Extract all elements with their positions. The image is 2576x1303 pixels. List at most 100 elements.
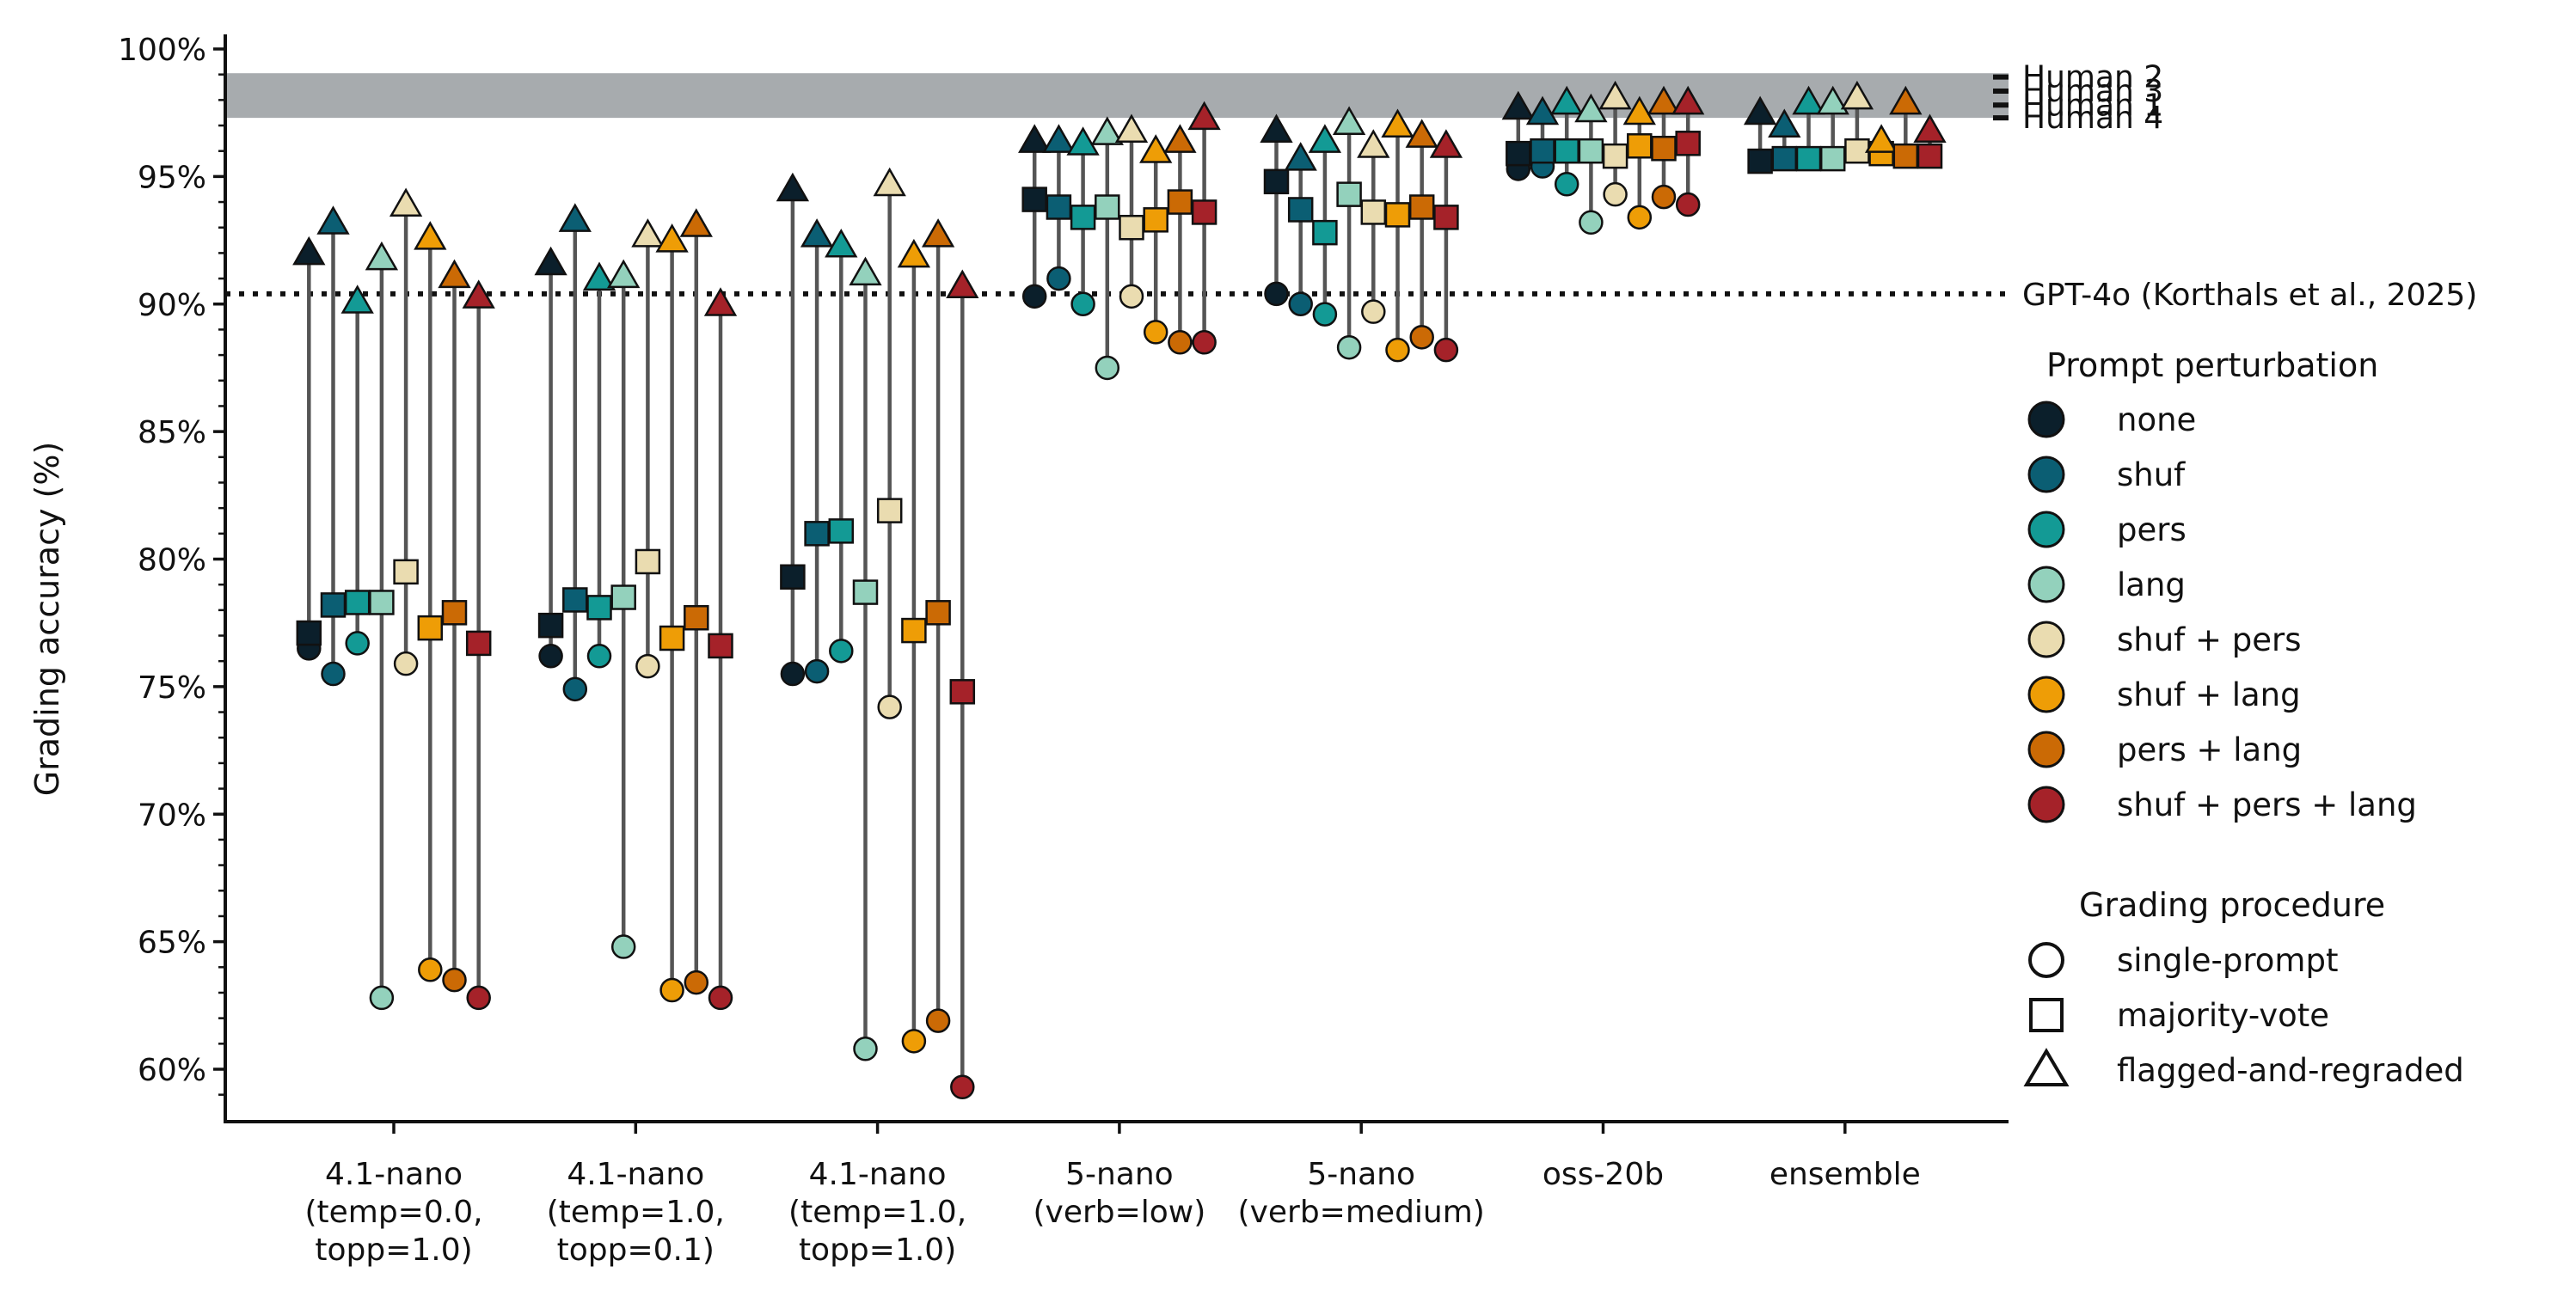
flagged-and-regraded-point xyxy=(365,241,399,271)
legend-label: shuf + pers xyxy=(2117,621,2301,658)
majority-vote-point xyxy=(1506,140,1531,167)
legend-swatch xyxy=(2027,456,2065,493)
single-prompt-point xyxy=(1675,192,1701,217)
flagged-and-regraded-point xyxy=(438,259,471,289)
majority-vote-point xyxy=(1747,148,1773,174)
flagged-and-regraded-point xyxy=(921,218,955,248)
flagged-and-regraded-point xyxy=(316,205,350,235)
y-tick-label: 90% xyxy=(138,288,206,323)
majority-vote-point xyxy=(659,625,685,652)
single-prompt-point xyxy=(853,1037,878,1061)
majority-vote-point xyxy=(586,595,612,621)
majority-vote-point xyxy=(562,587,588,613)
y-tick-label: 85% xyxy=(138,415,206,450)
stem-layer xyxy=(307,97,1932,1087)
single-prompt-point xyxy=(1385,337,1410,363)
flagged-and-regraded-point xyxy=(1090,116,1124,145)
legend-label: shuf + pers + lang xyxy=(2117,786,2417,823)
flagged-and-regraded-point xyxy=(873,167,906,197)
flagged-and-regraded-point xyxy=(1357,129,1390,158)
single-prompt-point xyxy=(418,957,443,982)
single-prompt-point xyxy=(1119,284,1144,309)
legend-square-marker xyxy=(2029,998,2064,1032)
legend-triangle-marker xyxy=(2023,1048,2070,1086)
majority-vote-point xyxy=(441,600,468,626)
single-prompt-point xyxy=(1070,291,1095,316)
single-prompt-point xyxy=(829,639,854,664)
legend-swatch xyxy=(2027,566,2065,603)
single-prompt-point xyxy=(804,658,830,684)
legend-swatch xyxy=(2027,401,2065,438)
legend-label: flagged-and-regraded xyxy=(2117,1052,2464,1089)
flagged-and-regraded-point xyxy=(1501,90,1535,120)
legend-swatch xyxy=(2027,676,2065,713)
legend-procedure-title: Grading procedure xyxy=(2079,886,2385,924)
single-prompt-point xyxy=(1627,205,1653,230)
flagged-and-regraded-point xyxy=(414,221,447,250)
flagged-and-regraded-point xyxy=(946,269,979,298)
x-tick-label: ensemble xyxy=(1769,1157,1921,1192)
single-prompt-point xyxy=(1312,302,1338,327)
majority-vote-point xyxy=(1287,197,1314,223)
single-prompt-point xyxy=(369,985,395,1011)
majority-vote-point xyxy=(780,564,806,590)
x-tick-label: (temp=0.0, xyxy=(304,1195,482,1230)
single-prompt-point xyxy=(877,694,902,719)
majority-vote-point xyxy=(804,521,830,547)
legend-label: lang xyxy=(2117,566,2186,603)
single-prompt-point xyxy=(1264,281,1289,307)
majority-vote-point xyxy=(1578,138,1604,164)
flagged-and-regraded-point xyxy=(534,246,567,276)
human-label: Human 2 xyxy=(2022,60,2163,95)
legend-swatch xyxy=(2027,786,2065,823)
single-prompt-point xyxy=(1095,355,1120,381)
single-prompt-point xyxy=(1361,299,1386,324)
flagged-and-regraded-point xyxy=(1622,95,1656,125)
majority-vote-point xyxy=(1046,194,1072,220)
majority-vote-point xyxy=(610,584,636,610)
single-prompt-point xyxy=(466,985,491,1011)
legend-swatch xyxy=(2027,731,2065,768)
flagged-and-regraded-point xyxy=(1671,85,1705,115)
flagged-and-regraded-point xyxy=(1308,124,1342,153)
legend-label: none xyxy=(2117,401,2196,438)
majority-vote-point xyxy=(708,633,733,659)
flagged-and-regraded-point xyxy=(1840,80,1874,110)
flagged-and-regraded-point xyxy=(1260,113,1293,143)
human-label: Human 3 xyxy=(2022,74,2163,109)
flagged-and-regraded-point xyxy=(582,261,616,291)
flagged-and-regraded-point xyxy=(607,259,641,289)
flagged-and-regraded-point xyxy=(1889,85,1923,115)
single-prompt-point xyxy=(1409,325,1434,350)
legend-prompt-title: Prompt perturbation xyxy=(2046,346,2378,384)
flagged-and-regraded-point xyxy=(631,218,665,248)
x-tick-label: oss-20b xyxy=(1543,1157,1664,1192)
majority-vote-point xyxy=(1602,143,1628,169)
flagged-and-regraded-point xyxy=(1525,95,1560,125)
majority-vote-point xyxy=(949,679,976,705)
single-prompt-point xyxy=(610,934,636,959)
flagged-and-regraded-point xyxy=(655,223,689,253)
majority-vote-point xyxy=(1844,138,1870,164)
majority-vote-point xyxy=(876,498,903,523)
x-tick-label: topp=1.0) xyxy=(315,1233,472,1268)
y-tick-label: 75% xyxy=(138,670,206,706)
y-tick-label: 70% xyxy=(138,798,206,833)
flagged-and-regraded-point xyxy=(1018,124,1052,153)
flagged-and-regraded-point xyxy=(340,284,374,314)
majority-vote-point xyxy=(1627,133,1653,159)
majority-vote-point xyxy=(1119,214,1144,241)
single-prompt-point xyxy=(1554,172,1579,197)
y-tick-label: 60% xyxy=(138,1053,206,1088)
majority-vote-point xyxy=(1917,143,1943,169)
majority-vote-point xyxy=(465,630,492,657)
flagged-and-regraded-point xyxy=(1598,80,1632,110)
x-tick-label: 5-nano xyxy=(1065,1157,1174,1192)
single-prompt-point xyxy=(1603,181,1628,207)
majority-vote-point xyxy=(1312,219,1338,246)
flagged-and-regraded-point xyxy=(1114,113,1149,143)
majority-vote-point xyxy=(828,518,855,544)
y-axis-label: Grading accuracy (%) xyxy=(28,442,66,797)
single-prompt-point xyxy=(1046,266,1071,291)
flagged-and-regraded-point xyxy=(776,172,810,202)
